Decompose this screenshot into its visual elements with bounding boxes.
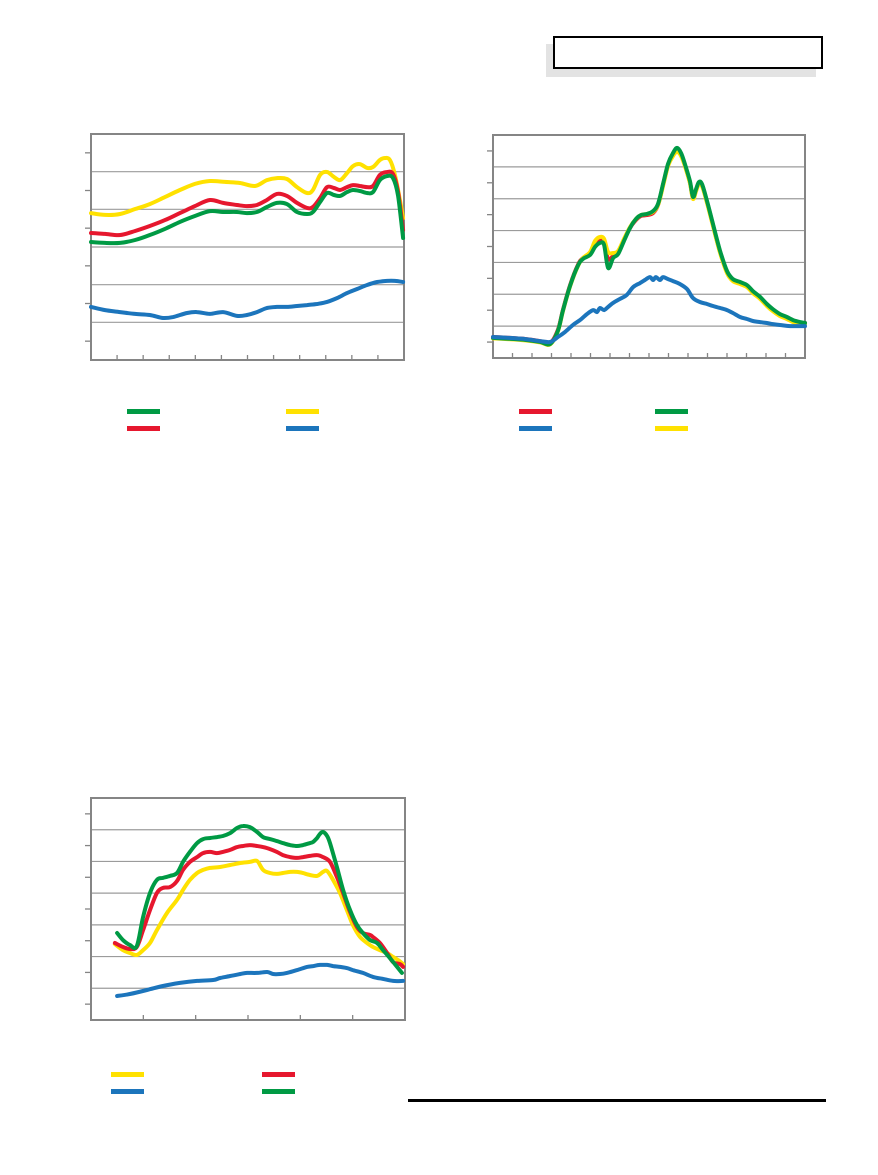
series-line-yellow bbox=[491, 149, 807, 347]
callout-box bbox=[553, 36, 823, 69]
chart-canvas bbox=[85, 133, 406, 361]
plot-frame bbox=[90, 797, 406, 1021]
series-line-yellow bbox=[112, 858, 406, 967]
line-chart-top-left bbox=[81, 124, 414, 370]
series-line-red bbox=[89, 169, 406, 238]
series-line-red bbox=[491, 149, 807, 346]
legend-swatch-yellow bbox=[655, 426, 688, 431]
legend-swatch-red bbox=[262, 1072, 295, 1077]
legend-swatch-blue bbox=[111, 1089, 144, 1094]
legend-swatch-yellow bbox=[286, 409, 319, 414]
plot-frame bbox=[492, 134, 806, 359]
chart-canvas bbox=[85, 797, 406, 1021]
line-chart-top-right bbox=[483, 125, 815, 368]
gridlines bbox=[91, 829, 405, 989]
series-line-yellow bbox=[89, 155, 406, 221]
gridlines bbox=[493, 166, 805, 327]
series-line-green bbox=[115, 823, 404, 975]
legend-swatch-green bbox=[655, 409, 688, 414]
legend-swatch-green bbox=[127, 409, 160, 414]
series-line-blue bbox=[115, 962, 406, 998]
gridlines bbox=[91, 171, 404, 323]
line-chart-bottom-left bbox=[81, 788, 415, 1030]
chart-canvas bbox=[487, 134, 807, 359]
series-line-blue bbox=[89, 278, 406, 321]
legend-swatch-yellow bbox=[111, 1072, 144, 1077]
legend-swatch-red bbox=[127, 426, 160, 431]
legend-swatch-red bbox=[519, 409, 552, 414]
series-line-green bbox=[491, 145, 807, 347]
legend-swatch-green bbox=[262, 1089, 295, 1094]
legend-swatch-blue bbox=[286, 426, 319, 431]
plot-frame bbox=[90, 133, 405, 361]
series-line-green bbox=[89, 173, 406, 246]
horizontal-rule bbox=[408, 1099, 826, 1102]
legend-swatch-blue bbox=[519, 426, 552, 431]
series-line-blue bbox=[491, 275, 807, 345]
